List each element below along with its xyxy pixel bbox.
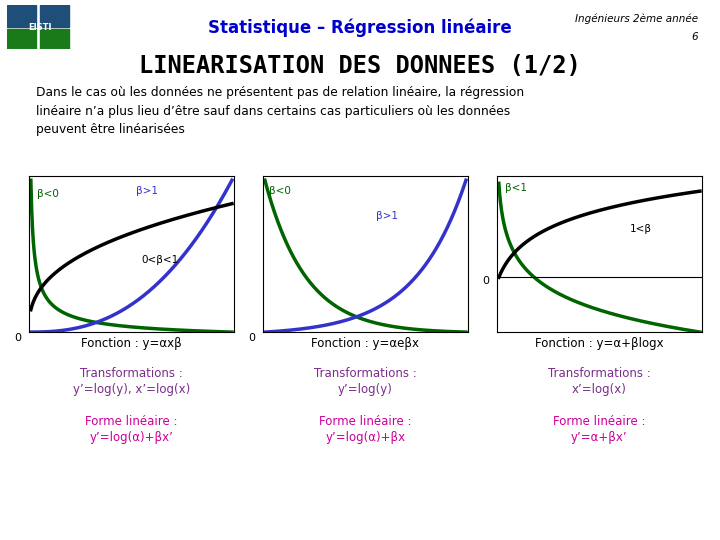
Text: Fonction : y=α+βlogx: Fonction : y=α+βlogx — [535, 338, 664, 350]
Text: EISTI: EISTI — [28, 23, 51, 31]
Text: 6: 6 — [692, 32, 698, 43]
Bar — [7, 5, 37, 27]
Text: Dans le cas où les données ne présentent pas de relation linéaire, la régression: Dans le cas où les données ne présentent… — [36, 86, 524, 137]
Text: y’=log(y), x’=log(x): y’=log(y), x’=log(x) — [73, 383, 190, 396]
Text: x’=log(x): x’=log(x) — [572, 383, 627, 396]
Text: y’=log(α)+βx’: y’=log(α)+βx’ — [89, 431, 174, 444]
Text: LINEARISATION DES DONNEES (1/2): LINEARISATION DES DONNEES (1/2) — [139, 54, 581, 78]
Text: 0: 0 — [14, 334, 22, 343]
Text: 0: 0 — [482, 275, 490, 286]
Text: Transformations :: Transformations : — [548, 367, 651, 380]
Text: Transformations :: Transformations : — [80, 367, 183, 380]
Text: Forme linéaire :: Forme linéaire : — [319, 415, 412, 428]
Text: 1<β: 1<β — [630, 224, 652, 234]
Text: Transformations :: Transformations : — [314, 367, 417, 380]
Text: Fonction : y=αeβx: Fonction : y=αeβx — [311, 338, 419, 350]
Text: Fonction : y=αxβ: Fonction : y=αxβ — [81, 338, 181, 350]
Text: Forme linéaire :: Forme linéaire : — [85, 415, 178, 428]
Text: β>1: β>1 — [376, 211, 397, 221]
Text: y’=log(α)+βx: y’=log(α)+βx — [325, 431, 405, 444]
Text: 0: 0 — [248, 334, 256, 343]
Text: 0<β<1: 0<β<1 — [142, 255, 179, 265]
Text: Forme linéaire :: Forme linéaire : — [553, 415, 646, 428]
Text: β<1: β<1 — [505, 183, 527, 193]
Text: Statistique – Régression linéaire: Statistique – Régression linéaire — [208, 19, 512, 37]
Text: y’=log(y): y’=log(y) — [338, 383, 393, 396]
Bar — [40, 29, 69, 49]
Text: β<0: β<0 — [269, 186, 291, 197]
Bar — [40, 5, 69, 27]
Text: β<0: β<0 — [37, 190, 59, 199]
Bar — [7, 29, 37, 49]
Text: y’=α+βx’: y’=α+βx’ — [571, 431, 628, 444]
Text: Ingénieurs 2ème année: Ingénieurs 2ème année — [575, 14, 698, 24]
Text: β>1: β>1 — [135, 186, 158, 197]
